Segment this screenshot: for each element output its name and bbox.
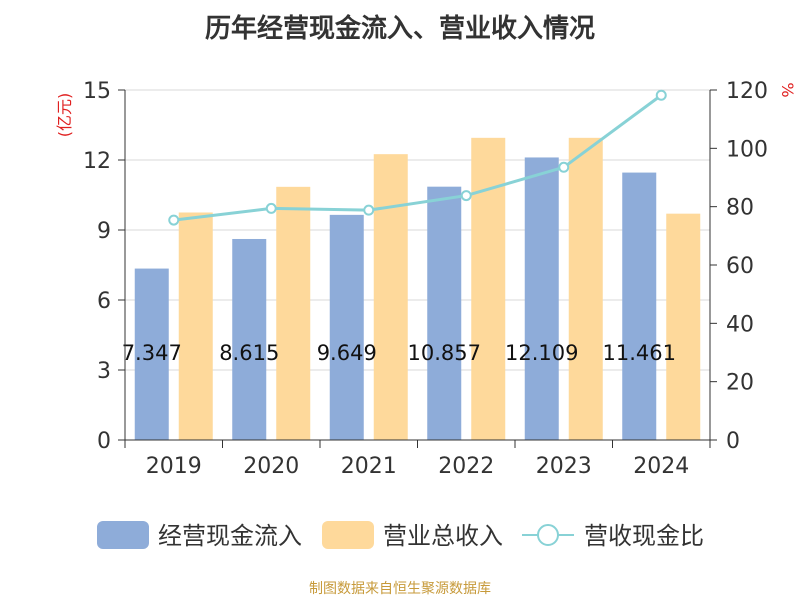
bar-cash-inflow [232,238,267,440]
right-tick-label: 120 [726,79,768,104]
x-tick-label: 2024 [633,454,689,479]
ratio-point [558,161,570,173]
x-tick-label: 2023 [536,454,592,479]
right-tick-label: 0 [726,429,740,454]
bar-revenue [471,137,506,441]
left-tick-label: 15 [83,79,111,104]
ratio-point [460,190,472,202]
left-tick-label: 12 [83,149,111,174]
legend-swatch-ratio-marker [537,524,559,546]
left-tick-label: 6 [97,289,111,314]
chart-title: 历年经营现金流入、营业收入情况 [204,14,595,44]
ratio-point [655,89,667,101]
legend-swatch-revenue [322,521,374,549]
bar-cash-inflow [329,214,364,440]
bar-data-label: 8.615 [219,341,279,365]
bar-cash-inflow [524,157,559,440]
left-tick-label: 9 [97,219,111,244]
ratio-point [363,204,375,216]
bar-data-label: 9.649 [317,341,377,365]
left-tick-label: 3 [97,359,111,384]
bar-data-label: 7.347 [122,341,182,365]
legend-label-ratio: 营收现金比 [584,522,704,550]
left-axis-title: (亿元) [55,93,74,138]
bar-cash-inflow [622,172,657,440]
legend-label-revenue: 营业总收入 [383,522,503,550]
bar-revenue [568,137,603,441]
x-tick-label: 2022 [438,454,494,479]
right-tick-label: 100 [726,137,768,162]
ratio-line [173,94,663,222]
bar-data-label: 12.109 [505,341,578,365]
legend-swatch-cash-inflow [97,521,149,549]
x-tick-label: 2021 [341,454,397,479]
right-tick-label: 20 [726,371,754,396]
source-footer: 制图数据来自恒生聚源数据库 [309,581,491,597]
x-tick-label: 2019 [146,454,202,479]
right-tick-label: 40 [726,312,754,337]
bar-revenue [178,212,213,440]
right-tick-label: 80 [726,196,754,221]
right-tick-label: 60 [726,254,754,279]
right-axis-title: % [778,82,797,97]
ratio-point [168,214,180,226]
legend-label-cash-inflow: 经营现金流入 [158,522,302,550]
left-tick-label: 0 [97,429,111,454]
bar-data-label: 11.461 [603,341,676,365]
x-tick-label: 2020 [243,454,299,479]
bar-cash-inflow [427,186,462,440]
bar-cash-inflow [134,268,169,440]
bar-revenue [373,154,408,440]
bar-data-label: 10.857 [408,341,481,365]
ratio-point [265,202,277,214]
bar-revenue [666,213,701,440]
bar-revenue [276,186,311,440]
